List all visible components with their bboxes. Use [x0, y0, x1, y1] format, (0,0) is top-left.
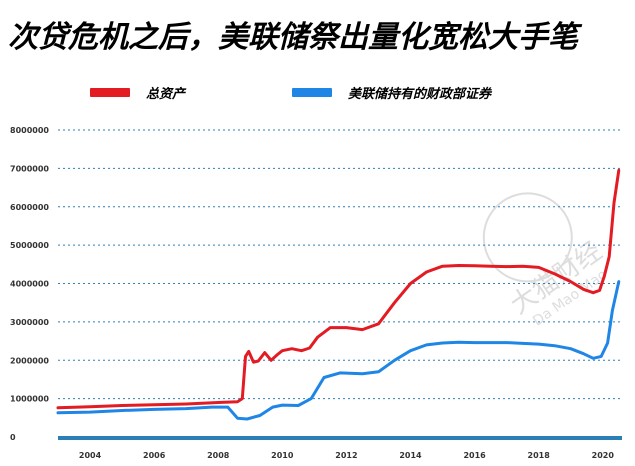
y-tick-label: 1000000: [10, 395, 49, 404]
y-tick-label: 5000000: [10, 241, 49, 250]
chart-title: 次贷危机之后，美联储祭出量化宽松大手笔: [8, 20, 578, 55]
x-tick-label: 2016: [463, 451, 486, 460]
x-tick-label: 2008: [207, 451, 230, 460]
legend-label-total-assets: 总资产: [146, 86, 186, 102]
y-tick-label: 6000000: [10, 203, 49, 212]
legend-item-treasury-securities: 美联储持有的财政部证券: [292, 80, 491, 104]
legend-item-total-assets: 总资产: [90, 80, 185, 104]
y-tick-label: 3000000: [10, 318, 49, 327]
y-tick-label: 7000000: [10, 164, 49, 173]
y-tick-label: 0: [10, 433, 16, 442]
series-line-treasury-securities: [56, 280, 621, 421]
y-tick-label: 8000000: [10, 126, 49, 135]
x-tick-label: 2006: [143, 451, 166, 460]
legend-swatch-total-assets: [90, 87, 130, 97]
y-tick-label: 4000000: [10, 280, 49, 289]
x-tick-label: 2018: [528, 451, 551, 460]
legend-swatch-treasury-securities: [292, 87, 332, 97]
series-line-total-assets: [56, 168, 621, 410]
x-tick-label: 2004: [79, 451, 102, 460]
x-tick-label: 2020: [592, 451, 615, 460]
y-tick-label: 2000000: [10, 356, 49, 365]
legend-label-treasury-securities: 美联储持有的财政部证券: [348, 86, 492, 102]
x-tick-label: 2014: [399, 451, 422, 460]
x-tick-label: 2010: [271, 451, 294, 460]
x-axis-baseline: [58, 436, 622, 440]
x-tick-label: 2012: [335, 451, 357, 460]
